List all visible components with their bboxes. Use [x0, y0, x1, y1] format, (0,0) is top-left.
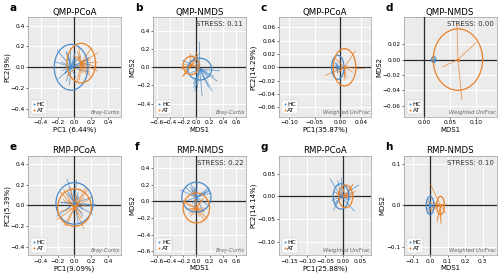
Text: Weighted UniFrac: Weighted UniFrac: [448, 248, 496, 254]
X-axis label: MDS1: MDS1: [440, 265, 460, 271]
Title: RMP-NMDS: RMP-NMDS: [426, 146, 474, 155]
Y-axis label: PC2(5.39%): PC2(5.39%): [4, 185, 10, 226]
Y-axis label: MDS2: MDS2: [376, 57, 382, 77]
Text: Bray-Curtis: Bray-Curtis: [216, 248, 245, 254]
Text: Weighted UniFrac: Weighted UniFrac: [448, 110, 496, 115]
Legend: HC, AT: HC, AT: [407, 100, 423, 114]
Text: e: e: [10, 142, 16, 152]
Title: QMP-NMDS: QMP-NMDS: [426, 7, 474, 16]
Legend: HC, AT: HC, AT: [282, 238, 298, 252]
Title: QMP-NMDS: QMP-NMDS: [176, 7, 224, 16]
Legend: HC, AT: HC, AT: [31, 238, 47, 252]
X-axis label: PC1(35.87%): PC1(35.87%): [302, 127, 348, 133]
Text: Weighted UniFrac: Weighted UniFrac: [324, 110, 370, 115]
Title: RMP-NMDS: RMP-NMDS: [176, 146, 224, 155]
X-axis label: PC1(25.88%): PC1(25.88%): [302, 265, 348, 271]
Text: d: d: [386, 3, 393, 13]
Y-axis label: PC2(9%): PC2(9%): [4, 52, 10, 82]
Text: STRESS: 0.00: STRESS: 0.00: [447, 21, 494, 27]
Legend: HC, AT: HC, AT: [31, 100, 47, 114]
Title: RMP-PCoA: RMP-PCoA: [303, 146, 347, 155]
X-axis label: PC1(9.09%): PC1(9.09%): [54, 265, 95, 271]
Text: b: b: [135, 3, 142, 13]
Y-axis label: PC2(14.14%): PC2(14.14%): [250, 183, 256, 228]
Text: STRESS: 0.11: STRESS: 0.11: [196, 21, 244, 27]
X-axis label: PC1 (6.44%): PC1 (6.44%): [53, 127, 96, 133]
Legend: HC, AT: HC, AT: [156, 100, 172, 114]
Title: QMP-PCoA: QMP-PCoA: [52, 7, 96, 16]
Text: g: g: [260, 142, 268, 152]
Y-axis label: PC2(14.29%): PC2(14.29%): [250, 45, 256, 90]
Text: a: a: [10, 3, 16, 13]
Y-axis label: MDS2: MDS2: [380, 196, 386, 216]
Legend: HC, AT: HC, AT: [407, 238, 423, 252]
Text: h: h: [386, 142, 392, 152]
X-axis label: MDS1: MDS1: [190, 127, 210, 133]
Text: Bray-Curtis: Bray-Curtis: [216, 110, 245, 115]
Text: c: c: [260, 3, 266, 13]
Text: Weighted UniFrac: Weighted UniFrac: [324, 248, 370, 254]
X-axis label: MDS1: MDS1: [440, 127, 460, 133]
Legend: HC, AT: HC, AT: [282, 100, 298, 114]
Y-axis label: MDS2: MDS2: [129, 57, 135, 77]
Text: Bray-Curtis: Bray-Curtis: [90, 110, 120, 115]
Text: STRESS: 0.22: STRESS: 0.22: [196, 160, 244, 166]
Legend: HC, AT: HC, AT: [156, 238, 172, 252]
Text: STRESS: 0.10: STRESS: 0.10: [447, 160, 494, 166]
X-axis label: MDS1: MDS1: [190, 265, 210, 271]
Text: Bray-Curtis: Bray-Curtis: [90, 248, 120, 254]
Text: f: f: [135, 142, 140, 152]
Y-axis label: MDS2: MDS2: [129, 196, 135, 216]
Title: QMP-PCoA: QMP-PCoA: [302, 7, 347, 16]
Title: RMP-PCoA: RMP-PCoA: [52, 146, 96, 155]
